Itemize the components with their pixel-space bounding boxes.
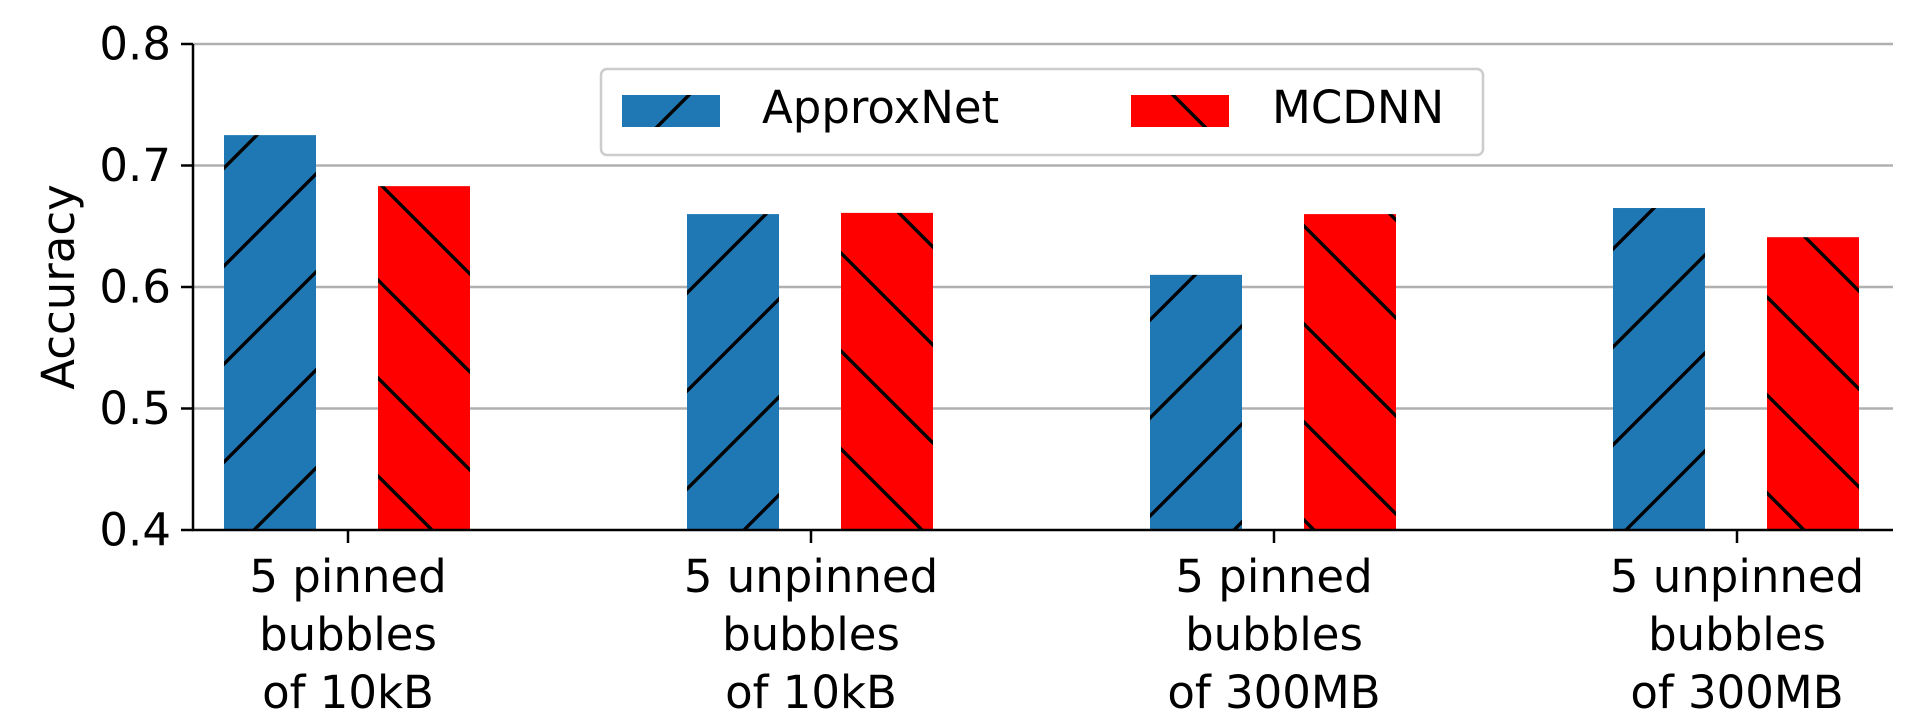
gridlines <box>193 42 1893 410</box>
bars <box>224 135 1859 530</box>
bar-approxnet <box>1613 208 1705 530</box>
y-axis-title: Accuracy <box>32 184 85 389</box>
bar-mcdnn <box>378 186 470 530</box>
x-tick-label: 5 unpinned bubbles of 10kB <box>684 550 938 719</box>
legend: ApproxNet MCDNN <box>599 67 1485 157</box>
x-tick-label: 5 pinned bubbles of 300MB <box>1167 550 1380 719</box>
bar-approxnet <box>224 135 316 530</box>
y-tick-label: 0.8 <box>99 18 171 71</box>
y-tick-label: 0.5 <box>99 382 171 435</box>
legend-swatch-mcdnn <box>1131 95 1229 127</box>
bar-approxnet <box>1150 274 1242 530</box>
y-tick-label: 0.4 <box>99 504 171 557</box>
y-tick-label: 0.7 <box>99 139 171 192</box>
bar-approxnet <box>687 214 779 530</box>
bar-mcdnn <box>841 212 933 530</box>
x-ticks: 5 pinned bubbles of 10kB 5 unpinned bubbles o… <box>249 530 1864 719</box>
y-tick-label: 0.6 <box>99 261 171 314</box>
y-ticks: 0.4 0.5 0.6 0.7 0.8 <box>99 18 193 557</box>
legend-frame <box>599 67 1485 157</box>
legend-swatch-approxnet <box>622 95 720 127</box>
x-tick-label: 5 unpinned bubbles of 300MB <box>1610 550 1864 719</box>
bar-mcdnn <box>1304 214 1396 530</box>
x-tick-label: 5 pinned bubbles of 10kB <box>249 550 446 719</box>
legend-label-mcdnn: MCDNN <box>1272 81 1444 134</box>
bar-mcdnn <box>1767 237 1859 530</box>
legend-label-approxnet: ApproxNet <box>762 81 999 134</box>
